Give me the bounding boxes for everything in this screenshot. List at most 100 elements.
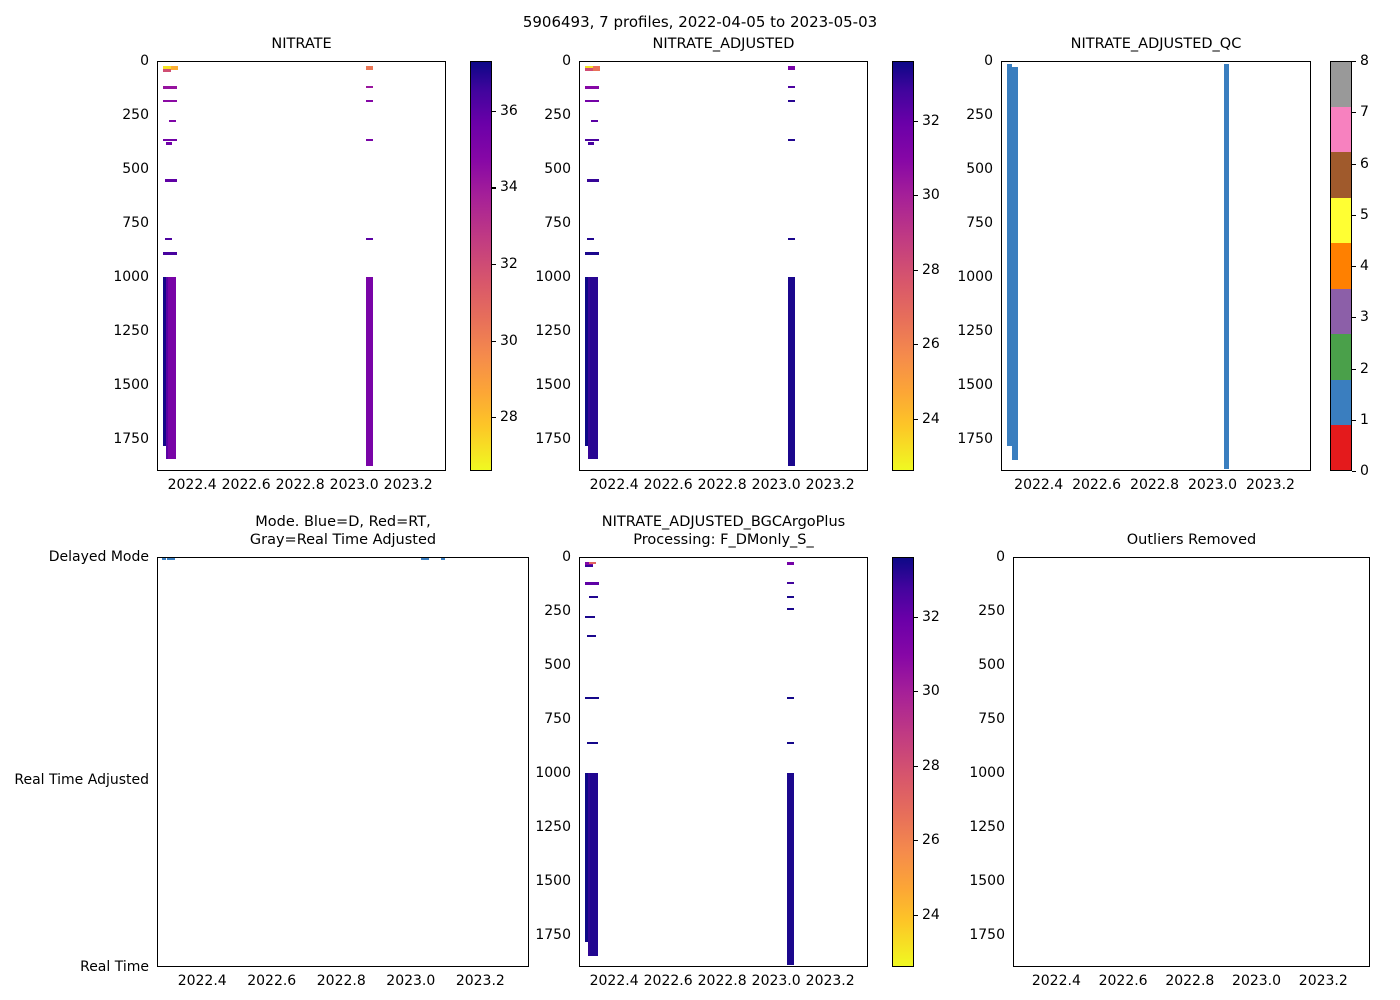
profile-data-segment <box>786 582 794 585</box>
x-axis-tick <box>722 966 723 967</box>
y-axis-tick <box>157 330 158 331</box>
axes-nitrate-adjusted-qc[interactable] <box>1001 61 1311 471</box>
y-axis-tick-label: 1250 <box>535 322 571 339</box>
y-axis-tick <box>1001 62 1002 63</box>
profile-data-segment <box>163 65 179 70</box>
x-axis-tick-label: 2023.2 <box>1298 973 1348 989</box>
colorbar-tick <box>492 187 496 189</box>
x-axis-tick-label: 2023.2 <box>383 477 433 493</box>
mode-data-point <box>440 558 445 560</box>
profile-data-segment <box>365 138 373 142</box>
colorbar-tick-label: 30 <box>500 332 518 349</box>
x-axis-tick-label: 2023.2 <box>1245 477 1295 493</box>
x-axis-tick <box>1190 966 1191 967</box>
x-axis-tick-label: 2022.4 <box>177 973 227 989</box>
profile-data-segment <box>365 99 373 103</box>
colorbar-tick <box>492 340 496 342</box>
colorbar-qc[interactable]: 0 1 2 3 4 5 6 7 8 <box>1330 53 1369 479</box>
profile-data-segment <box>365 65 373 70</box>
panel-bgcargoplus-title: NITRATE_ADJUSTED_BGCArgoPlus Processing:… <box>601 514 846 548</box>
y-axis-tick <box>1001 223 1002 224</box>
colorbar-tick-label: 28 <box>500 409 518 426</box>
profile-data-segment <box>787 86 795 89</box>
mode-data-point <box>424 558 429 560</box>
y-axis-tick-label: 750 <box>978 710 1005 727</box>
x-axis-tick-label: 2022.6 <box>643 477 693 493</box>
colorbar-tick-label: 4 <box>1360 258 1369 274</box>
x-axis-tick <box>1270 470 1271 471</box>
mode-axis-tick <box>157 966 158 967</box>
profile-data-segment <box>585 99 599 103</box>
axes-mode[interactable] <box>157 557 529 967</box>
colorbar-qc-flag-8 <box>1330 61 1352 107</box>
x-axis-tick <box>669 966 670 967</box>
profile-data-segment <box>589 595 598 599</box>
profile-data-segment <box>585 276 588 447</box>
x-axis-tick-label: 2023.2 <box>805 477 855 493</box>
y-axis-tick <box>1001 277 1002 278</box>
y-axis-tick-label: 250 <box>544 602 571 619</box>
colorbar-bgcargoplus[interactable]: 24 26 28 30 32 <box>892 557 940 967</box>
mode-data-point <box>167 558 172 560</box>
y-axis-tick-label: 500 <box>544 656 571 673</box>
profile-data-segment <box>163 138 177 142</box>
axes-nitrate-adjusted[interactable] <box>579 61 868 471</box>
y-axis-tick <box>579 116 580 117</box>
colorbar-tick <box>914 195 918 197</box>
y-axis-tick <box>579 330 580 331</box>
colorbar-nitrate[interactable]: 28 30 32 34 36 <box>470 61 518 471</box>
x-axis-tick-label: 2022.6 <box>643 973 693 989</box>
profile-data-segment <box>163 69 172 72</box>
profile-data-segment <box>1223 63 1229 469</box>
axes-outliers-removed[interactable] <box>1013 557 1370 967</box>
x-axis-tick <box>1039 470 1040 471</box>
y-axis-tick-label: 0 <box>140 53 149 69</box>
profile-data-segment <box>585 252 599 255</box>
x-axis-tick-label: 2022.4 <box>589 973 639 989</box>
colorbar-tick <box>914 418 918 420</box>
y-axis-tick <box>1013 612 1014 613</box>
y-axis-tick-label: 250 <box>978 602 1005 619</box>
colorbar-tick-label: 32 <box>922 608 940 625</box>
x-axis-tick-label: 2023.0 <box>751 477 801 493</box>
profile-data-segment <box>585 68 594 72</box>
colorbar-qc-flag-6 <box>1330 152 1352 198</box>
colorbar-tick-label: 3 <box>1360 309 1369 326</box>
profile-data-segment <box>163 252 177 255</box>
x-axis-tick-label: 2022.8 <box>1165 973 1215 989</box>
x-axis-tick <box>1256 966 1257 967</box>
panel-nitrate-title: NITRATE <box>271 36 332 52</box>
y-axis-tick <box>1013 558 1014 559</box>
profile-data-segment <box>163 86 177 89</box>
colorbar-qc-flag-1 <box>1330 379 1352 426</box>
axes-bgcargoplus[interactable] <box>579 557 868 967</box>
colorbar-tick <box>1352 163 1356 165</box>
y-axis-tick-label: 1000 <box>113 268 149 285</box>
axes-nitrate[interactable] <box>157 61 446 471</box>
profile-data-segment <box>787 276 795 466</box>
y-axis-tick <box>579 826 580 827</box>
colorbar-tick-label: 5 <box>1360 206 1369 223</box>
y-axis-tick <box>579 773 580 774</box>
profile-data-segment <box>590 119 599 123</box>
x-axis-tick <box>1123 966 1124 967</box>
y-axis-tick-label: 0 <box>562 549 571 565</box>
x-axis-tick-label: 2023.0 <box>329 477 379 493</box>
y-axis-tick <box>579 880 580 881</box>
y-axis-tick-label: 500 <box>544 160 571 177</box>
y-axis-tick-label: 1500 <box>957 376 993 393</box>
profile-data-segment <box>587 142 595 145</box>
x-axis-tick-label: 2023.0 <box>1187 477 1237 493</box>
colorbar-nitrate-adjusted[interactable]: 24 26 28 30 32 <box>892 61 940 471</box>
y-axis-tick-label: 1000 <box>535 268 571 285</box>
profile-data-segment <box>787 99 795 103</box>
profile-data-segment <box>786 696 794 700</box>
y-axis-tick-label: 0 <box>562 53 571 69</box>
profile-data-segment <box>586 634 596 638</box>
y-axis-tick <box>579 438 580 439</box>
colorbar-tick-label: 24 <box>922 906 940 923</box>
profile-data-segment <box>786 595 794 599</box>
colorbar-qc-flag-5 <box>1330 197 1352 244</box>
profile-data-segment <box>588 561 597 564</box>
colorbar-tick-label: 30 <box>922 187 940 204</box>
